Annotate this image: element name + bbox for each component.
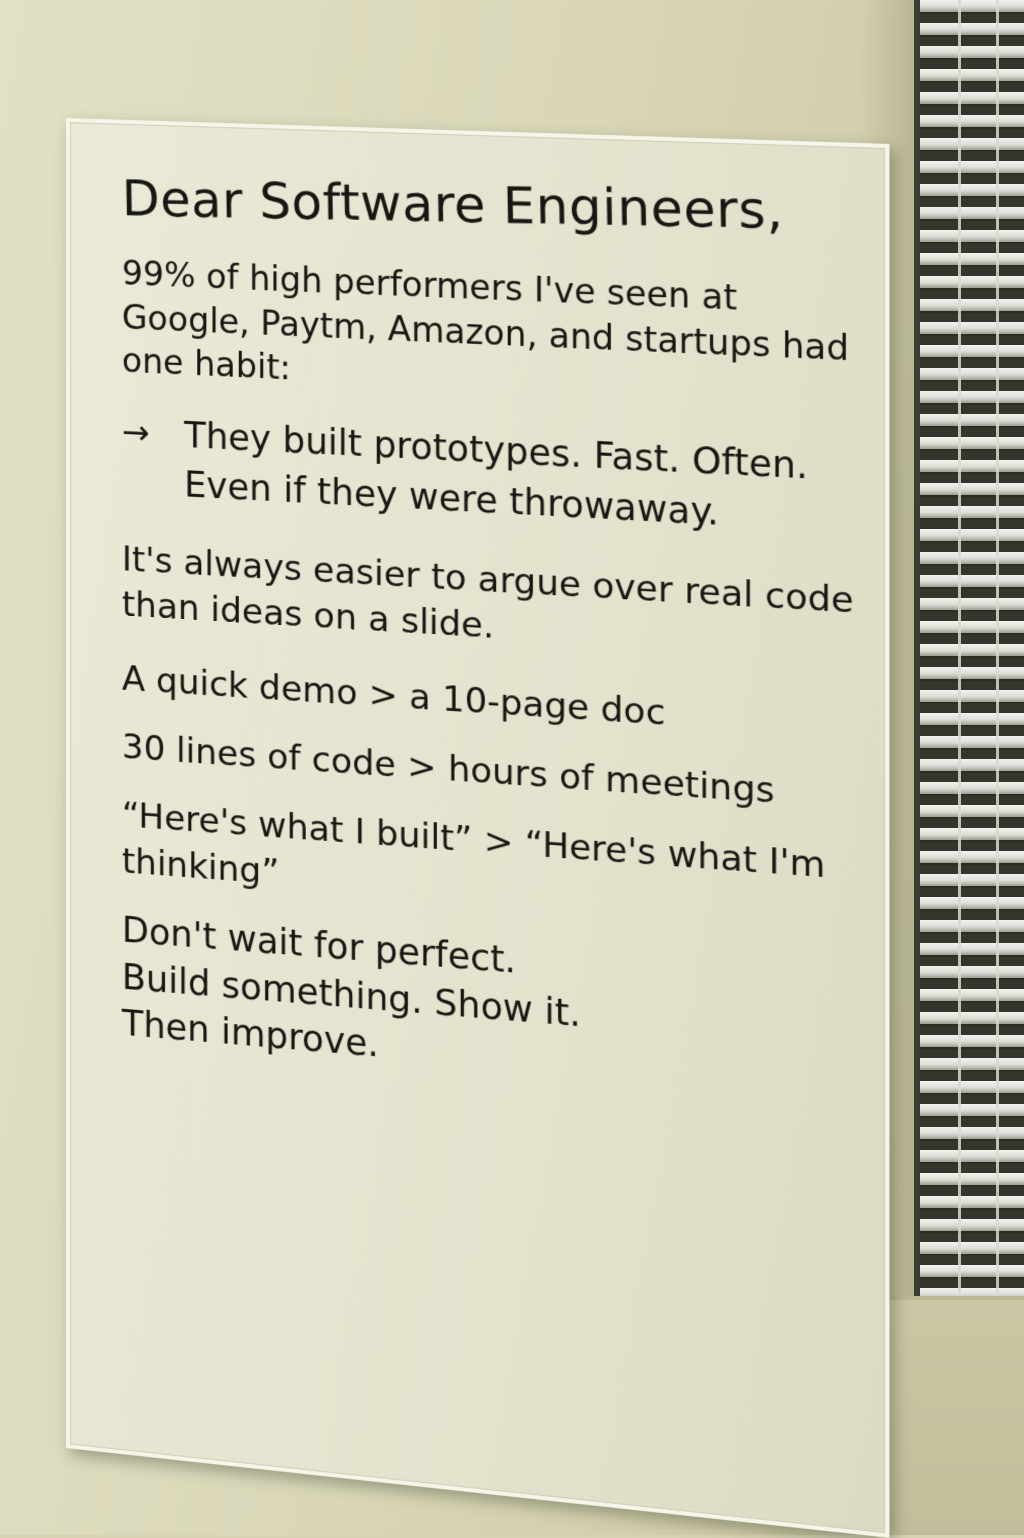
blind-slat (920, 736, 1024, 750)
blind-slat (920, 46, 1024, 60)
blind-slat (920, 851, 1024, 865)
blind-slat (920, 575, 1024, 589)
blind-slat (920, 552, 1024, 566)
blind-slat (920, 713, 1024, 727)
blind-slat (920, 437, 1024, 451)
window-blinds (914, 0, 1024, 1300)
blind-slat (920, 322, 1024, 336)
blind-slat (920, 1219, 1024, 1233)
blind-slat (920, 644, 1024, 658)
blind-slat (920, 0, 1024, 14)
blind-slat (920, 1035, 1024, 1049)
blind-slat (920, 414, 1024, 428)
sign-text: Dear Software Engineers, 99% of high per… (122, 164, 855, 1110)
argue-text: It's always easier to argue over real co… (122, 537, 855, 672)
blind-cord (996, 0, 999, 1300)
blind-slat (920, 253, 1024, 267)
blind-slat (920, 598, 1024, 612)
blind-slat (920, 943, 1024, 957)
blind-slat (920, 1242, 1024, 1256)
blind-slat (920, 460, 1024, 474)
blind-slat (920, 483, 1024, 497)
blind-slat (920, 1081, 1024, 1095)
blind-slat (920, 23, 1024, 37)
blind-slat (920, 920, 1024, 934)
closing-text: Don't wait for perfect. Build something.… (122, 907, 855, 1110)
blind-cord (958, 0, 961, 1300)
bullet-text: They built prototypes. Fast. Often. Even… (184, 411, 854, 546)
intro-text: 99% of high performers I've seen at Goog… (122, 251, 855, 416)
blind-slat (920, 1058, 1024, 1072)
bullet-item: → They built prototypes. Fast. Often. Ev… (122, 408, 855, 546)
blind-slat (920, 1173, 1024, 1187)
blind-slat (920, 1012, 1024, 1026)
blind-slat (920, 621, 1024, 635)
blind-slat (920, 1127, 1024, 1141)
whiteboard-sign: Dear Software Engineers, 99% of high per… (66, 118, 889, 1538)
blind-slat (920, 828, 1024, 842)
blind-slat (920, 230, 1024, 244)
blind-slat (920, 368, 1024, 382)
blind-slat (920, 207, 1024, 221)
blind-slat (920, 805, 1024, 819)
blind-slat (920, 184, 1024, 198)
blind-slat (920, 874, 1024, 888)
blind-slat (920, 276, 1024, 290)
blind-slat (920, 667, 1024, 681)
blind-slat (920, 506, 1024, 520)
blind-slat (920, 1150, 1024, 1164)
blind-slat (920, 690, 1024, 704)
blind-slat (920, 138, 1024, 152)
blind-slat (920, 391, 1024, 405)
arrow-icon: → (122, 408, 184, 458)
blind-slat (920, 1196, 1024, 1210)
sign-title: Dear Software Engineers, (121, 170, 855, 242)
blind-slat (920, 345, 1024, 359)
window-sill (886, 1300, 1024, 1535)
blind-slat (920, 92, 1024, 106)
blind-slat (920, 897, 1024, 911)
blind-slat (920, 782, 1024, 796)
blind-slat (920, 161, 1024, 175)
blind-slat (920, 989, 1024, 1003)
blind-slat (920, 529, 1024, 543)
blind-slat (920, 759, 1024, 773)
blind-slat (920, 966, 1024, 980)
blind-slat (920, 69, 1024, 83)
blind-slat (920, 1265, 1024, 1279)
blind-slat (920, 299, 1024, 313)
blind-slat (920, 1104, 1024, 1118)
blind-slat (920, 115, 1024, 129)
